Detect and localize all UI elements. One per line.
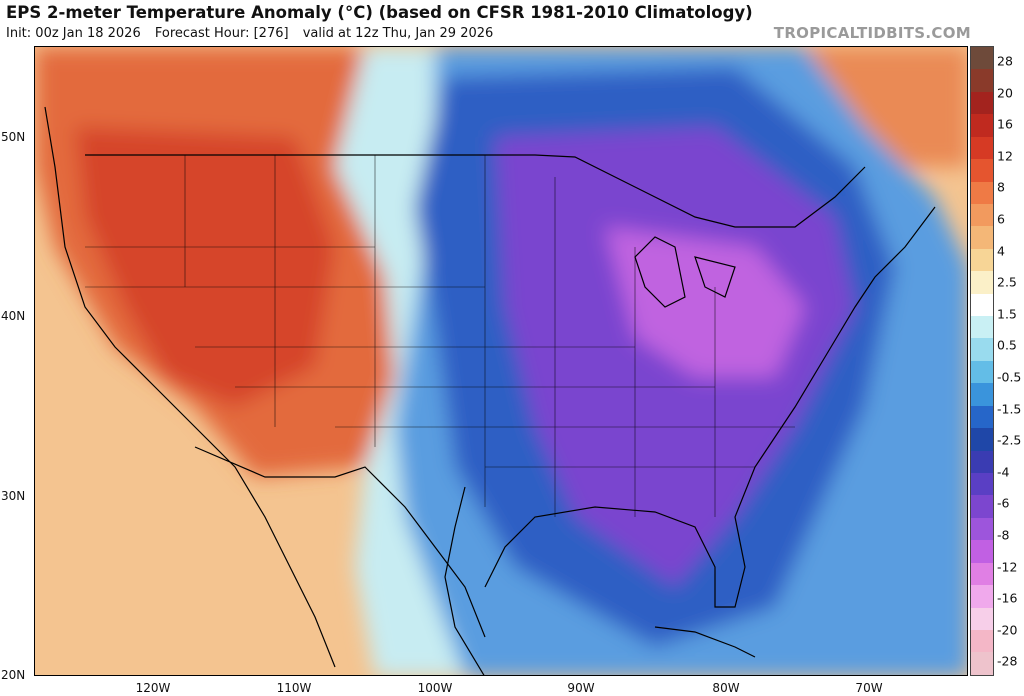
colorbar-swatch xyxy=(971,338,993,361)
lat-label-20n: 20N xyxy=(1,668,26,682)
colorbar-swatch xyxy=(971,473,993,496)
colorbar-swatch xyxy=(971,540,993,563)
colorbar-swatch xyxy=(971,495,993,518)
colorbar-swatch xyxy=(971,652,993,675)
lat-label-50n: 50N xyxy=(1,130,26,144)
colorbar-label: -0.5 xyxy=(997,369,1022,385)
west-coastline xyxy=(44,106,336,668)
colorbar-swatch xyxy=(971,47,993,70)
colorbar-swatch xyxy=(971,629,993,653)
colorbar-label: 4 xyxy=(997,243,1005,259)
lon-label-80w: 80W xyxy=(712,681,740,695)
colorbar-label: -16 xyxy=(997,590,1018,606)
us-mexico-border xyxy=(194,446,486,638)
strong-warm-anomaly-west xyxy=(75,127,335,407)
init-time: Init: 00z Jan 18 2026 xyxy=(6,26,141,41)
colorbar-swatch xyxy=(971,181,993,204)
colorbar-label: 12 xyxy=(997,148,1013,164)
valid-time: valid at 12z Thu, Jan 29 2026 xyxy=(302,26,494,41)
lon-label-110w: 110W xyxy=(276,681,312,695)
colorbar-swatch xyxy=(971,428,993,451)
colorbar-swatch xyxy=(971,405,993,429)
colorbar-label: 16 xyxy=(997,116,1013,132)
colorbar-label: -12 xyxy=(997,559,1018,575)
colorbar-label: -6 xyxy=(997,495,1010,511)
colorbar-swatch xyxy=(971,450,993,474)
anomaly-map xyxy=(34,46,968,676)
coastlines-borders xyxy=(44,106,936,675)
colorbar-label: 0.5 xyxy=(997,337,1017,353)
lake-michigan xyxy=(634,236,686,308)
colorbar-swatch xyxy=(971,585,993,608)
mexico-gulf-coast xyxy=(444,486,485,675)
map-title: EPS 2-meter Temperature Anomaly (°C) (ba… xyxy=(6,3,753,22)
extreme-cold-anomaly-great-lakes xyxy=(605,227,805,377)
colorbar-label: 20 xyxy=(997,85,1013,101)
site-credit[interactable]: TROPICALTIDBITS.COM xyxy=(773,24,971,42)
colorbar-label: -8 xyxy=(997,527,1010,543)
colorbar-label: 6 xyxy=(997,211,1005,227)
colorbar-swatch xyxy=(971,203,993,227)
colorbar-swatch xyxy=(971,360,993,384)
colorbar-swatch xyxy=(971,226,993,249)
anomaly-map-canvas xyxy=(35,47,967,675)
colorbar-swatch xyxy=(971,316,993,339)
colorbar-swatch xyxy=(971,293,993,317)
colorbar-label: 28 xyxy=(997,53,1013,69)
lake-huron xyxy=(694,256,736,298)
colorbar-swatch xyxy=(971,248,993,272)
colorbar xyxy=(970,46,994,676)
colorbar-swatch xyxy=(971,69,993,92)
lon-label-120w: 120W xyxy=(135,681,171,695)
colorbar-swatch xyxy=(971,136,993,160)
colorbar-label: -28 xyxy=(997,653,1018,669)
colorbar-label: -20 xyxy=(997,622,1018,638)
colorbar-swatch xyxy=(971,159,993,182)
map-subtitle: Init: 00z Jan 18 2026 Forecast Hour: [27… xyxy=(6,26,503,41)
gulf-atlantic-coastline xyxy=(484,206,936,608)
warm-anomaly-northeast xyxy=(795,47,967,167)
us-canada-border xyxy=(85,154,866,228)
colorbar-label: 2.5 xyxy=(997,274,1017,290)
state-borders xyxy=(85,155,795,517)
colorbar-label: -1.5 xyxy=(997,401,1022,417)
colorbar-swatch xyxy=(971,271,993,294)
colorbar-label: 8 xyxy=(997,179,1005,195)
colorbar-label: -4 xyxy=(997,464,1010,480)
cuba-coast xyxy=(654,626,756,658)
colorbar-swatch xyxy=(971,114,993,137)
lon-label-70w: 70W xyxy=(855,681,883,695)
colorbar-label: -2.5 xyxy=(997,432,1022,448)
colorbar-swatch xyxy=(971,91,993,115)
colorbar-swatch xyxy=(971,517,993,541)
lat-label-30n: 30N xyxy=(1,489,26,503)
colorbar-label: 1.5 xyxy=(997,306,1017,322)
lat-label-40n: 40N xyxy=(1,309,26,323)
colorbar-swatch xyxy=(971,607,993,630)
colorbar-swatch xyxy=(971,383,993,406)
lon-label-100w: 100W xyxy=(417,681,453,695)
colorbar-swatch xyxy=(971,562,993,586)
lon-label-90w: 90W xyxy=(567,681,595,695)
forecast-hour: Forecast Hour: [276] xyxy=(154,26,289,41)
